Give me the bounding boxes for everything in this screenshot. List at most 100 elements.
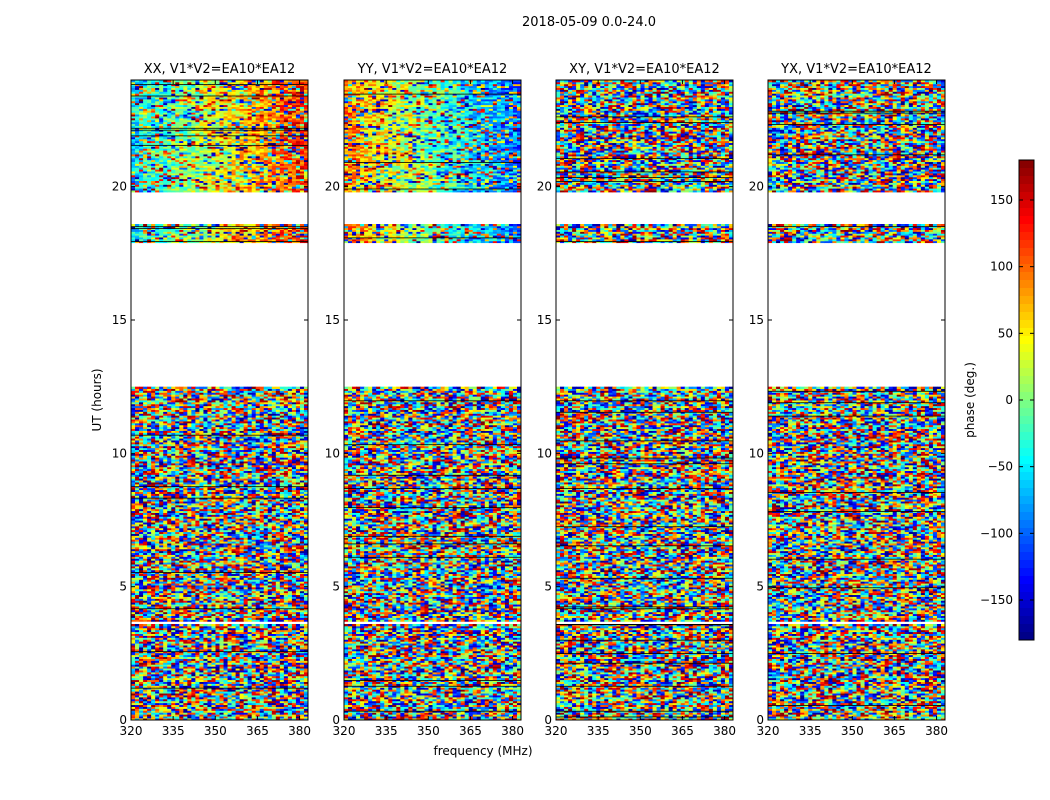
heatmap-cell [247, 666, 253, 669]
heatmap-cell [287, 702, 293, 706]
heatmap-cell [255, 689, 261, 692]
heatmap-cell [135, 660, 140, 663]
heatmap-cell [155, 706, 160, 709]
heatmap-cell [223, 660, 228, 663]
heatmap-cell [275, 617, 281, 620]
heatmap-cell [183, 647, 188, 650]
heatmap-cell [259, 615, 265, 618]
heatmap-cell [147, 666, 152, 669]
heatmap-cell [131, 647, 136, 650]
heatmap-cell [151, 609, 156, 613]
heatmap-cell [207, 675, 212, 679]
heatmap-cell [139, 641, 144, 644]
heatmap-cell [147, 677, 152, 681]
heatmap-cell [231, 677, 236, 681]
heatmap-cell [239, 660, 245, 663]
heatmap-cell [183, 681, 188, 684]
heatmap-cell [275, 668, 281, 671]
heatmap-cell [155, 662, 160, 665]
heatmap-cell [167, 656, 172, 659]
heatmap-cell [263, 679, 269, 682]
heatmap-cell [143, 670, 148, 673]
heatmap-cell [271, 648, 277, 652]
heatmap-cell [159, 714, 164, 717]
heatmap-cell [207, 691, 212, 694]
heatmap-cell [263, 648, 269, 652]
heatmap-cell [287, 660, 293, 663]
heatmap-cell [235, 702, 241, 706]
heatmap-cell [243, 681, 249, 684]
heatmap-cell [287, 670, 293, 673]
heatmap-cell [251, 639, 257, 642]
heatmap-cell [139, 718, 144, 721]
heatmap-cell [291, 685, 297, 688]
heatmap-cell [207, 643, 212, 646]
heatmap-cell [147, 643, 152, 646]
heatmap-cell [287, 624, 293, 627]
heatmap-cell [219, 693, 224, 696]
heatmap-cell [135, 695, 140, 698]
heatmap-cell [287, 635, 293, 638]
heatmap-cell [291, 648, 297, 652]
heatmap-cell [159, 696, 164, 700]
heatmap-cell [263, 677, 269, 681]
heatmap-cell [151, 704, 156, 707]
heatmap-cell [231, 654, 236, 658]
heatmap-cell [251, 658, 257, 661]
heatmap-cell [195, 718, 200, 721]
heatmap-cell [131, 625, 136, 629]
heatmap-cell [163, 613, 168, 617]
heatmap-cell [231, 710, 236, 713]
heatmap-cell [251, 693, 257, 696]
heatmap-cell [179, 670, 184, 673]
heatmap-cell [259, 710, 265, 713]
heatmap-cell [295, 656, 301, 659]
heatmap-cell [199, 656, 204, 659]
heatmap-cell [163, 645, 168, 648]
heatmap-cell [175, 693, 180, 696]
heatmap-cell [139, 668, 144, 671]
heatmap-cell [151, 619, 156, 622]
heatmap-cell [259, 613, 265, 617]
heatmap-cell [259, 689, 265, 692]
heatmap-cell [151, 666, 156, 669]
heatmap-cell [131, 677, 136, 681]
heatmap-cell [295, 660, 301, 663]
heatmap-cell [223, 664, 228, 667]
heatmap-cell [179, 702, 184, 706]
heatmap-cell [219, 629, 224, 633]
heatmap-cell [251, 700, 257, 704]
heatmap-cell [167, 615, 172, 618]
heatmap-cell [207, 660, 212, 663]
heatmap-cell [279, 693, 285, 696]
heatmap-cell [247, 639, 253, 642]
heatmap-cell [143, 712, 148, 715]
heatmap-cell [271, 613, 277, 617]
heatmap-cell [235, 647, 241, 650]
heatmap-cell [239, 639, 245, 642]
heatmap-cell [295, 647, 301, 650]
heatmap-cell [179, 698, 184, 702]
heatmap-cell [131, 700, 136, 704]
heatmap-cell [143, 648, 148, 652]
heatmap-cell [223, 714, 228, 717]
heatmap-cell [219, 675, 224, 679]
heatmap-cell [203, 706, 208, 709]
heatmap-cell [251, 611, 257, 615]
heatmap-cell [155, 677, 160, 681]
heatmap-cell [219, 664, 224, 667]
heatmap-cell [291, 706, 297, 709]
heatmap-cell [175, 700, 180, 704]
heatmap-cell [167, 693, 172, 696]
heatmap-cell [303, 691, 309, 694]
heatmap-cell [203, 635, 208, 638]
heatmap-cell [299, 666, 305, 669]
heatmap-cell [179, 679, 184, 682]
heatmap-cell [299, 668, 305, 671]
heatmap-cell [143, 710, 148, 713]
heatmap-cell [219, 658, 224, 661]
heatmap-cell [175, 675, 180, 679]
heatmap-cell [155, 696, 160, 700]
heatmap-cell [183, 637, 188, 640]
heatmap-cell [187, 710, 192, 713]
